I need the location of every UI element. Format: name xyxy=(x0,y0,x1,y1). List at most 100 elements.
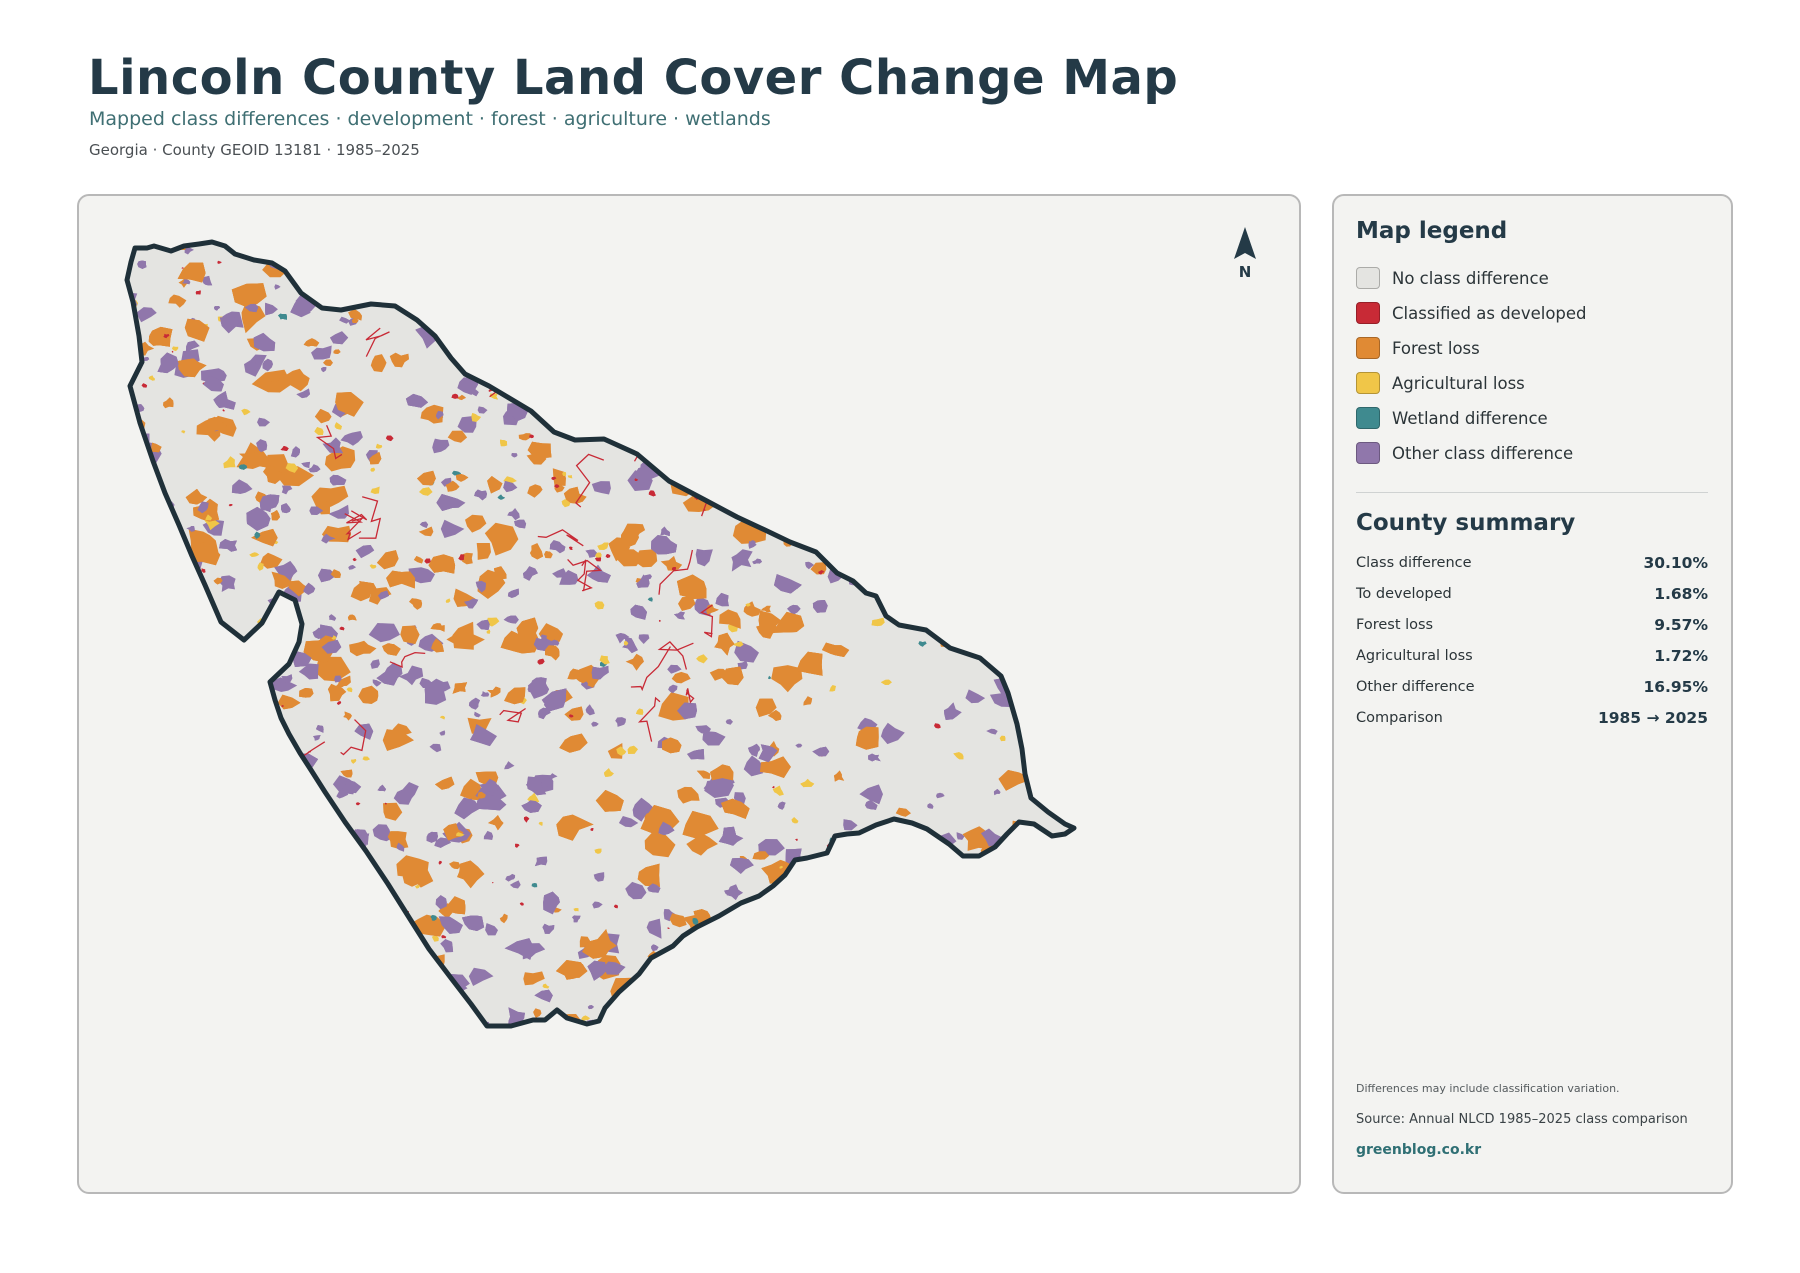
change-patch xyxy=(738,332,771,347)
change-patch xyxy=(301,823,317,838)
change-patch xyxy=(747,383,753,389)
change-patch xyxy=(139,951,152,961)
change-patch xyxy=(782,952,794,961)
change-patch xyxy=(327,281,358,300)
change-patch xyxy=(458,554,465,561)
change-patch xyxy=(814,958,831,969)
change-patch xyxy=(842,414,856,425)
change-patch xyxy=(618,542,630,551)
change-patch xyxy=(266,770,290,788)
change-patch xyxy=(544,551,553,559)
change-patch xyxy=(127,608,161,635)
change-patch xyxy=(130,776,149,788)
change-patch xyxy=(711,430,717,436)
change-patch xyxy=(781,349,790,354)
change-patch xyxy=(880,881,884,886)
change-patch xyxy=(1044,978,1054,986)
change-patch xyxy=(534,989,553,1003)
change-patch xyxy=(673,391,686,399)
change-patch xyxy=(694,318,713,332)
change-patch xyxy=(538,821,543,826)
change-patch xyxy=(202,762,217,773)
change-patch xyxy=(1010,878,1017,883)
change-patch xyxy=(994,255,1025,278)
change-patch xyxy=(989,387,999,396)
change-patch xyxy=(526,318,546,337)
change-patch xyxy=(675,399,684,408)
change-patch xyxy=(777,248,786,257)
change-patch xyxy=(687,483,696,489)
change-patch xyxy=(805,561,815,570)
change-patch xyxy=(588,282,597,290)
change-patch xyxy=(947,893,962,903)
change-patch xyxy=(803,902,815,912)
change-patch xyxy=(245,828,264,847)
change-patch xyxy=(539,349,562,365)
change-patch xyxy=(382,643,401,656)
change-patch xyxy=(834,868,862,886)
change-patch xyxy=(803,861,822,887)
credit-link[interactable]: greenblog.co.kr xyxy=(1356,1142,1482,1158)
change-patch xyxy=(447,430,468,443)
change-patch xyxy=(285,988,306,1003)
change-patch xyxy=(232,1016,258,1026)
change-patch xyxy=(726,451,751,470)
change-patch xyxy=(1070,1024,1074,1026)
map-panel[interactable] xyxy=(77,194,1301,1194)
county-map[interactable] xyxy=(79,196,1301,1194)
change-patch xyxy=(1002,998,1022,1015)
change-patch xyxy=(366,975,371,979)
change-patch xyxy=(236,644,248,655)
change-patch xyxy=(339,995,351,1003)
legend-item-wetland: Wetland difference xyxy=(1356,405,1696,431)
change-patch xyxy=(419,487,433,496)
change-patch xyxy=(454,797,481,820)
change-patch xyxy=(385,435,394,442)
change-patch xyxy=(652,439,663,448)
change-patch xyxy=(321,367,327,373)
change-patch xyxy=(223,456,236,469)
change-patch xyxy=(1038,947,1062,966)
change-patch xyxy=(679,256,685,261)
change-patch xyxy=(301,461,310,468)
change-patch xyxy=(1046,331,1054,338)
change-patch xyxy=(1070,1024,1074,1026)
change-patch xyxy=(270,820,286,831)
change-patch xyxy=(1064,352,1074,362)
change-patch xyxy=(661,351,698,377)
change-patch xyxy=(745,916,766,941)
change-patch xyxy=(231,723,244,733)
change-patch xyxy=(987,927,995,934)
change-patch xyxy=(336,701,342,705)
change-patch xyxy=(177,608,207,627)
change-patch xyxy=(569,255,578,263)
change-patch xyxy=(609,370,618,378)
summary-value: 1985 → 2025 xyxy=(1597,709,1708,727)
change-patch xyxy=(257,562,264,571)
change-patch xyxy=(153,744,176,757)
change-patch xyxy=(995,875,1010,888)
change-patch xyxy=(567,668,581,680)
change-patch xyxy=(149,863,158,870)
change-patch xyxy=(803,861,822,887)
change-patch xyxy=(901,964,930,990)
change-patch xyxy=(303,582,316,595)
change-patch xyxy=(366,263,382,277)
change-patch xyxy=(435,275,443,283)
change-patch xyxy=(777,952,794,966)
change-patch xyxy=(302,961,336,985)
change-patch xyxy=(971,260,999,279)
change-patch xyxy=(351,297,362,304)
legend-swatch xyxy=(1356,442,1380,464)
change-patch xyxy=(157,352,179,374)
change-patch xyxy=(615,717,626,727)
change-patch xyxy=(408,567,435,584)
change-patch xyxy=(609,370,618,378)
change-patch xyxy=(1058,242,1074,258)
change-patch xyxy=(769,242,780,251)
change-patch xyxy=(949,953,968,967)
change-patch xyxy=(588,282,597,290)
change-patch xyxy=(445,598,451,603)
change-patch xyxy=(548,285,568,298)
change-patch xyxy=(559,570,579,585)
